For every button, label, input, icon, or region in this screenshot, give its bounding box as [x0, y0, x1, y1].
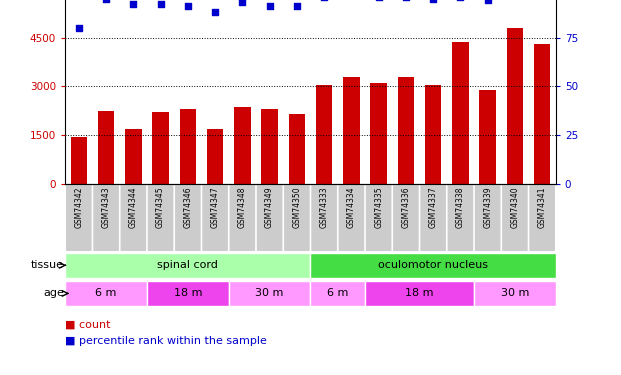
Point — [210, 9, 220, 15]
Text: GSM74350: GSM74350 — [292, 186, 301, 228]
FancyBboxPatch shape — [66, 184, 92, 251]
Bar — [479, 90, 496, 184]
Bar — [452, 42, 469, 184]
Text: 18 m: 18 m — [406, 288, 434, 298]
FancyBboxPatch shape — [393, 184, 419, 251]
FancyBboxPatch shape — [529, 184, 555, 251]
FancyBboxPatch shape — [229, 281, 310, 306]
Text: 30 m: 30 m — [501, 288, 529, 298]
Text: GSM74338: GSM74338 — [456, 186, 465, 228]
Bar — [152, 112, 169, 184]
FancyBboxPatch shape — [310, 253, 556, 278]
FancyBboxPatch shape — [257, 184, 283, 251]
Bar — [98, 111, 114, 184]
FancyBboxPatch shape — [310, 281, 365, 306]
Bar — [397, 76, 414, 184]
Bar — [425, 85, 442, 184]
Text: GSM74335: GSM74335 — [374, 186, 383, 228]
FancyBboxPatch shape — [502, 184, 528, 251]
Text: GSM74347: GSM74347 — [211, 186, 220, 228]
Bar — [179, 109, 196, 184]
Point — [428, 0, 438, 2]
FancyBboxPatch shape — [475, 184, 501, 251]
Bar — [207, 129, 224, 184]
Text: GSM74342: GSM74342 — [75, 186, 83, 228]
Text: 6 m: 6 m — [96, 288, 117, 298]
Point — [129, 2, 138, 8]
FancyBboxPatch shape — [175, 184, 201, 251]
FancyBboxPatch shape — [284, 184, 310, 251]
Bar — [534, 44, 550, 184]
Text: GSM74343: GSM74343 — [102, 186, 111, 228]
Point — [483, 0, 492, 3]
FancyBboxPatch shape — [366, 184, 391, 251]
Bar — [289, 114, 305, 184]
Bar — [343, 76, 360, 184]
Bar — [371, 83, 387, 184]
FancyBboxPatch shape — [420, 184, 446, 251]
Bar — [261, 109, 278, 184]
Text: age: age — [43, 288, 64, 298]
FancyBboxPatch shape — [147, 281, 229, 306]
Text: GSM74339: GSM74339 — [483, 186, 492, 228]
Text: GSM74348: GSM74348 — [238, 186, 247, 228]
Text: GSM74344: GSM74344 — [129, 186, 138, 228]
Point — [156, 2, 166, 8]
Bar — [71, 136, 87, 184]
Text: ■ count: ■ count — [65, 320, 111, 329]
Bar — [316, 85, 332, 184]
Point — [183, 3, 193, 9]
Text: GSM74341: GSM74341 — [538, 186, 546, 228]
Text: GSM74346: GSM74346 — [183, 186, 193, 228]
Point — [292, 3, 302, 9]
FancyBboxPatch shape — [93, 184, 119, 251]
Text: GSM74333: GSM74333 — [320, 186, 329, 228]
FancyBboxPatch shape — [311, 184, 337, 251]
FancyBboxPatch shape — [365, 281, 474, 306]
FancyBboxPatch shape — [65, 253, 310, 278]
Text: GSM74340: GSM74340 — [510, 186, 519, 228]
Text: spinal cord: spinal cord — [157, 260, 219, 270]
Text: tissue: tissue — [31, 260, 64, 270]
Text: GSM74334: GSM74334 — [347, 186, 356, 228]
Bar — [507, 28, 523, 184]
Text: 6 m: 6 m — [327, 288, 348, 298]
Point — [101, 0, 111, 2]
FancyBboxPatch shape — [202, 184, 228, 251]
Text: oculomotor nucleus: oculomotor nucleus — [378, 260, 488, 270]
Point — [237, 0, 247, 5]
FancyBboxPatch shape — [230, 184, 255, 251]
FancyBboxPatch shape — [65, 281, 147, 306]
FancyBboxPatch shape — [148, 184, 173, 251]
Point — [74, 25, 84, 31]
Text: 30 m: 30 m — [255, 288, 284, 298]
Bar — [125, 129, 142, 184]
Text: GSM74337: GSM74337 — [428, 186, 438, 228]
Text: ■ percentile rank within the sample: ■ percentile rank within the sample — [65, 336, 267, 346]
Text: GSM74345: GSM74345 — [156, 186, 165, 228]
Point — [265, 3, 274, 9]
FancyBboxPatch shape — [448, 184, 473, 251]
Text: GSM74349: GSM74349 — [265, 186, 274, 228]
Text: 18 m: 18 m — [174, 288, 202, 298]
FancyBboxPatch shape — [474, 281, 556, 306]
Text: GSM74336: GSM74336 — [401, 186, 410, 228]
Bar — [234, 107, 250, 184]
FancyBboxPatch shape — [120, 184, 146, 251]
FancyBboxPatch shape — [338, 184, 364, 251]
